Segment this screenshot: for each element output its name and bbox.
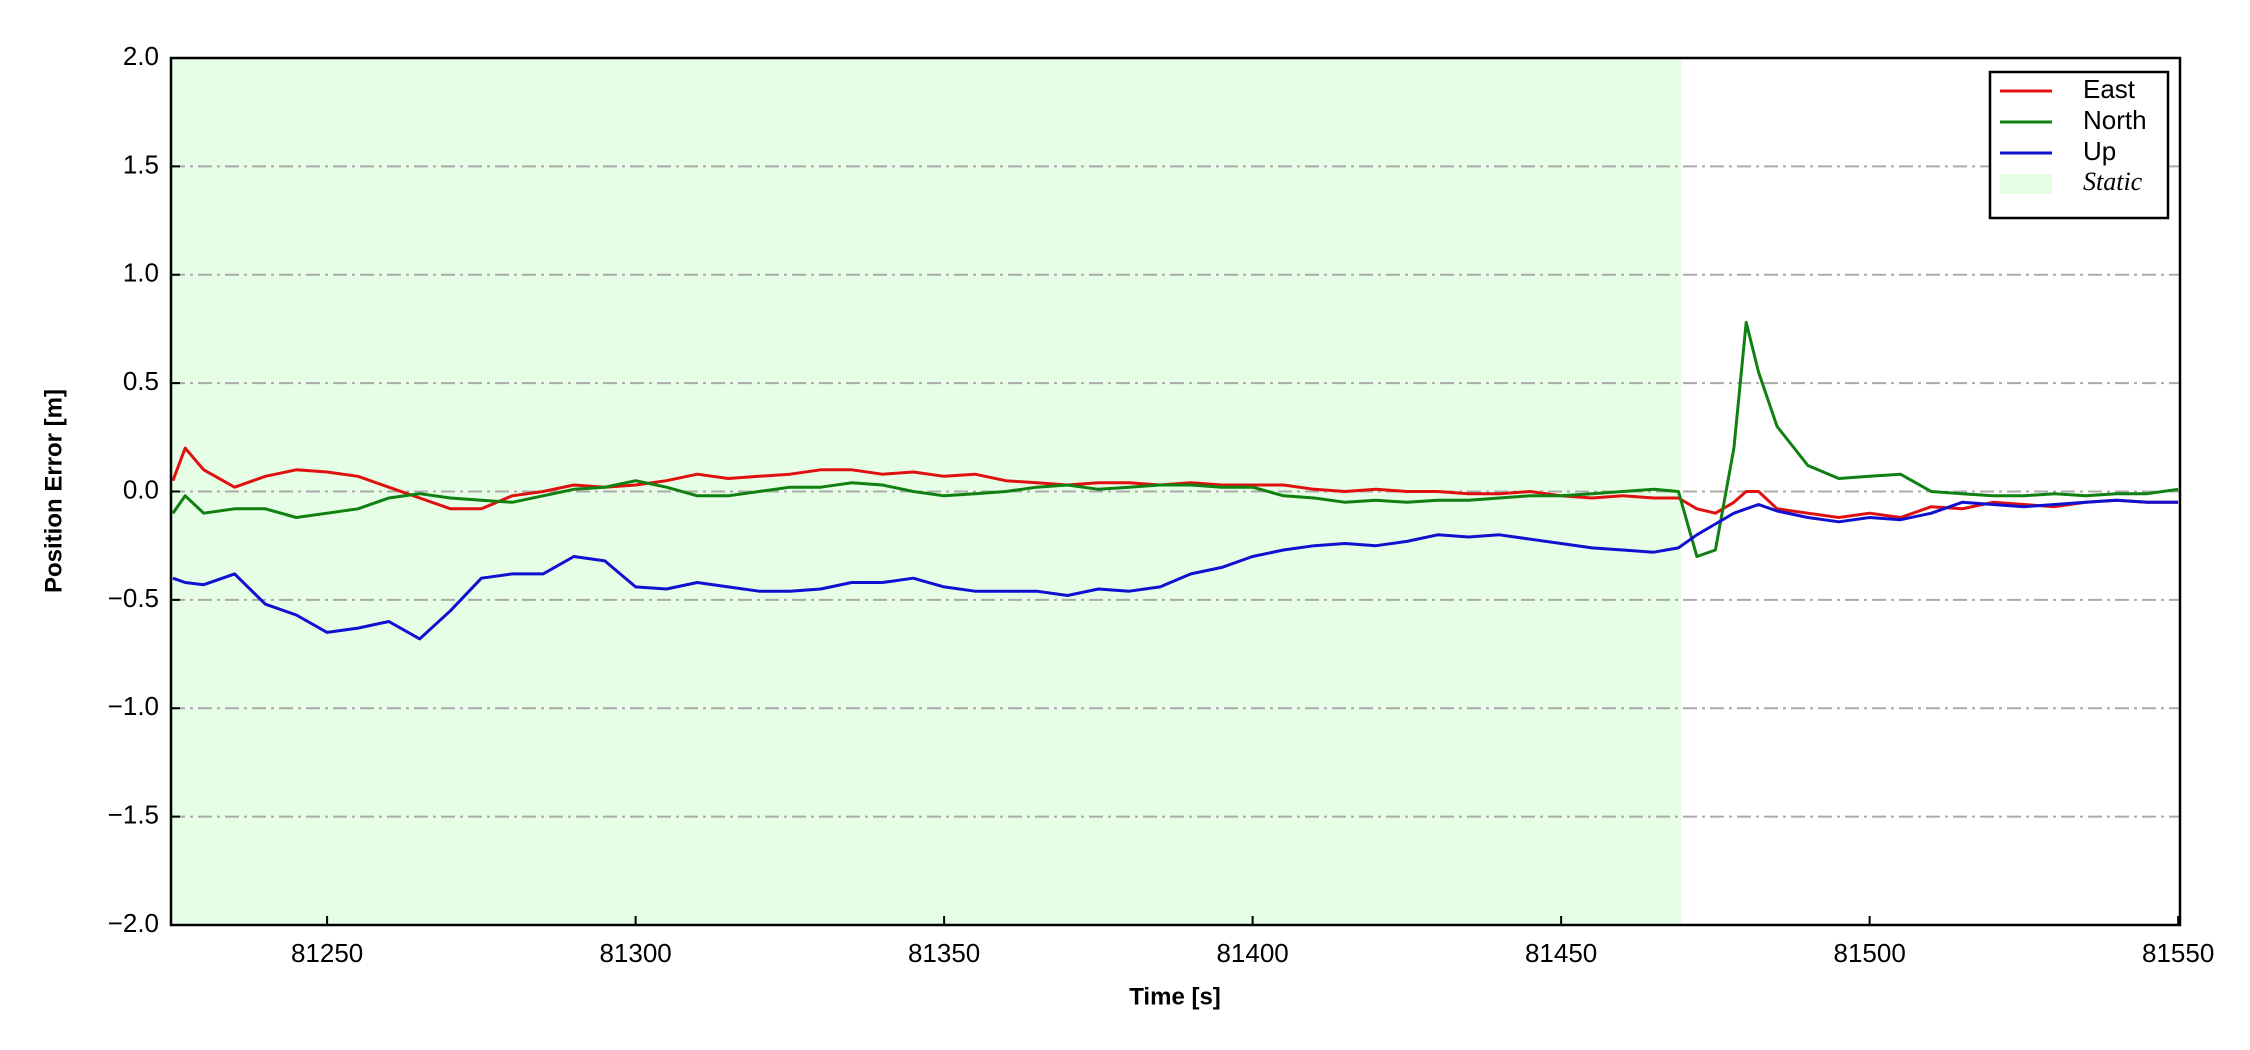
- y-tick-label: 0.5: [123, 366, 159, 396]
- legend-swatch: [2000, 174, 2052, 194]
- x-axis-title: Time [s]: [1129, 983, 1221, 1010]
- y-axis-title: Position Error [m]: [40, 389, 67, 593]
- legend-label: Up: [2083, 136, 2116, 166]
- legend-label: North: [2083, 105, 2147, 135]
- y-tick-label: 1.5: [123, 149, 159, 179]
- x-tick-label: 81450: [1525, 938, 1597, 968]
- legend-label: East: [2083, 74, 2136, 104]
- y-tick-label: −2.0: [108, 908, 159, 938]
- legend-label: Static: [2083, 167, 2143, 196]
- y-tick-label: 1.0: [123, 258, 159, 288]
- y-tick-label: 0.0: [123, 474, 159, 504]
- x-tick-label: 81500: [1833, 938, 1905, 968]
- x-tick-label: 81400: [1216, 938, 1288, 968]
- y-tick-label: 2.0: [123, 41, 159, 71]
- plot-frame: [169, 56, 2182, 927]
- legend-box: [1988, 70, 2170, 220]
- x-tick-label: 81550: [2142, 938, 2214, 968]
- x-tick-label: 81300: [599, 938, 671, 968]
- y-tick-label: −0.5: [108, 583, 159, 613]
- line-series: [172, 498, 2179, 641]
- x-tick-label: 81350: [908, 938, 980, 968]
- line-series: [171, 320, 2179, 558]
- y-tick-label: −1.5: [108, 800, 159, 830]
- y-tick-label: −1.0: [108, 691, 159, 721]
- x-tick-label: 81250: [291, 938, 363, 968]
